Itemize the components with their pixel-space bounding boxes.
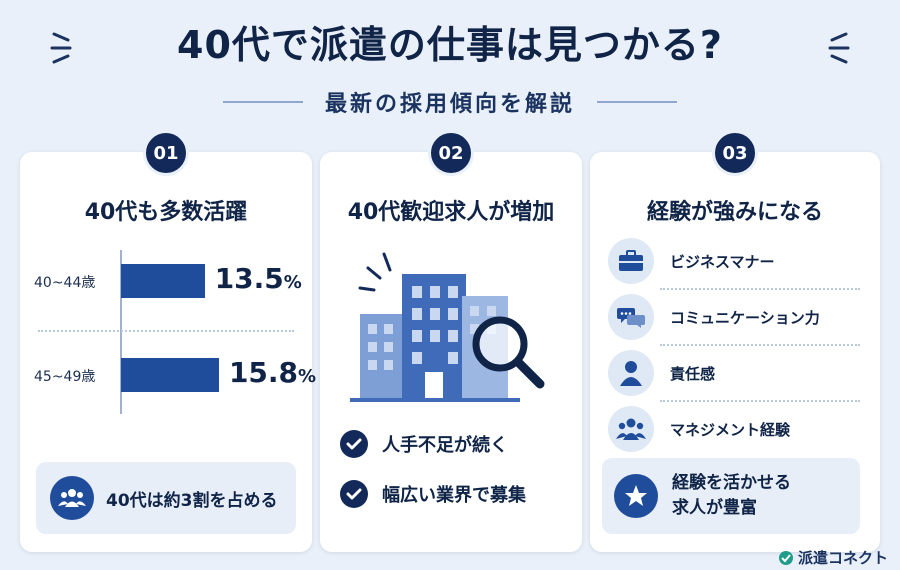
logo-mark-icon: [778, 550, 793, 565]
check-label: 幅広い業界で募集: [382, 485, 526, 506]
logo-text: 派遣コネクト: [797, 549, 888, 567]
age-bar-chart: 40~44歳 13.5% 45~49歳 15.8%: [20, 242, 316, 422]
skill-divider: [660, 400, 860, 402]
card-1-title: 40代も多数活躍: [84, 200, 248, 225]
highlight-line-1: 経験を活かせる: [672, 473, 791, 494]
check-label: 人手不足が続く: [382, 435, 508, 456]
skill-item: 責任感: [608, 348, 862, 398]
experience-highlight: 経験を活かせる 求人が豊富: [602, 458, 860, 534]
check-icon: [340, 430, 368, 458]
sparkle-left-icon: [50, 32, 72, 64]
bar-value-unit: %: [298, 366, 317, 387]
team-icon: [608, 406, 654, 452]
skill-label: ビジネスマナー: [670, 252, 775, 271]
bar-value: 15.8%: [229, 356, 316, 389]
briefcase-icon: [608, 238, 654, 284]
bar-value-number: 13.5: [214, 262, 284, 295]
skill-item: コミュニケーション力: [608, 292, 862, 342]
check-item: 幅広い業界で募集: [340, 480, 526, 508]
card-age-share: 40代も多数活躍 40~44歳 13.5% 45~49歳 15.8% 40代は約…: [20, 152, 316, 552]
highlight-line-2: 求人が豊富: [672, 498, 757, 518]
bar-row-45-49: 45~49歳 15.8%: [20, 352, 316, 396]
bar-value: 13.5%: [215, 262, 302, 295]
card-3-title: 経験が強みになる: [646, 200, 823, 225]
person-icon: [608, 350, 654, 396]
check-item: 人手不足が続く: [340, 430, 508, 458]
skill-label: 責任感: [670, 364, 716, 383]
star-icon: [614, 474, 658, 518]
card-3-number-badge: 03: [712, 130, 758, 176]
skill-item: マネジメント経験: [608, 404, 862, 454]
bar-value-number: 15.8: [228, 356, 299, 389]
chat-bubbles-icon: [608, 294, 654, 340]
sparkle-right-icon: [828, 32, 850, 64]
subtitle-divider-right: [597, 101, 677, 103]
page-title: 40代で派遣の仕事は見つかる?: [177, 23, 723, 67]
card-1-number-badge: 01: [143, 130, 189, 176]
bar: [121, 264, 205, 298]
card-welcome-jobs: 40代歓迎求人が増加 人手不足が続く 幅: [320, 152, 582, 552]
group-icon: [50, 476, 94, 520]
skill-item: ビジネスマナー: [608, 236, 862, 286]
bar-label: 45~49歳: [34, 369, 96, 385]
bar-value-unit: %: [283, 272, 302, 293]
chart-divider: [38, 330, 294, 332]
subtitle-divider-left: [222, 101, 303, 103]
page-subtitle: 最新の採用傾向を解説: [324, 92, 575, 117]
card-2-title: 40代歓迎求人が増加: [347, 200, 555, 225]
subtitle-row: 最新の採用傾向を解説: [0, 86, 900, 118]
check-icon: [340, 480, 368, 508]
experience-highlight-text: 経験を活かせる 求人が豊富: [672, 471, 791, 520]
skill-label: コミュニケーション力: [670, 308, 820, 327]
building-search-icon: [350, 252, 545, 402]
share-note: 40代は約3割を占める: [36, 462, 296, 534]
bar-label: 40~44歳: [34, 275, 96, 291]
skill-label: マネジメント経験: [670, 420, 791, 439]
skill-divider: [660, 344, 860, 346]
share-note-text: 40代は約3割を占める: [106, 490, 278, 511]
card-2-number-badge: 02: [428, 130, 474, 176]
bar: [121, 358, 219, 392]
bar-row-40-44: 40~44歳 13.5%: [20, 258, 312, 302]
brand-logo: 派遣コネクト: [778, 547, 888, 568]
skill-divider: [660, 288, 860, 290]
chart-axis: [120, 250, 122, 414]
card-experience: 経験が強みになる ビジネスマナー コミュニケーション力 責任感 マネジメント経験…: [590, 152, 880, 552]
title-area: 40代で派遣の仕事は見つかる?: [0, 14, 900, 69]
